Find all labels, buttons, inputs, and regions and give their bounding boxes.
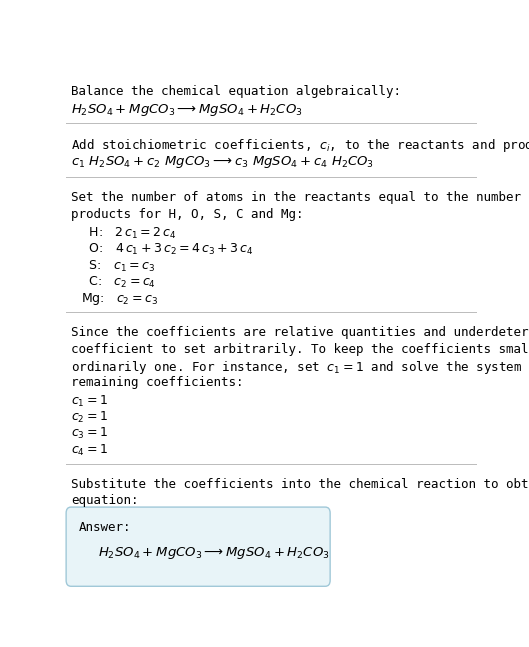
Text: H: $\ \ 2\,c_1 = 2\,c_4$: H: $\ \ 2\,c_1 = 2\,c_4$ (81, 226, 177, 241)
Text: Since the coefficients are relative quantities and underdetermined, choose a: Since the coefficients are relative quan… (71, 326, 529, 339)
Text: C: $\ \ c_2 = c_4$: C: $\ \ c_2 = c_4$ (81, 275, 156, 290)
Text: Balance the chemical equation algebraically:: Balance the chemical equation algebraica… (71, 85, 401, 98)
Text: coefficient to set arbitrarily. To keep the coefficients small, the arbitrary va: coefficient to set arbitrarily. To keep … (71, 343, 529, 356)
Text: $c_1\ H_2SO_4 + c_2\ MgCO_3 \longrightarrow c_3\ MgSO_4 + c_4\ H_2CO_3$: $c_1\ H_2SO_4 + c_2\ MgCO_3 \longrightar… (71, 154, 374, 170)
Text: O: $\ \ 4\,c_1 + 3\,c_2 = 4\,c_3 + 3\,c_4$: O: $\ \ 4\,c_1 + 3\,c_2 = 4\,c_3 + 3\,c_… (81, 242, 253, 257)
Text: S: $\ \ c_1 = c_3$: S: $\ \ c_1 = c_3$ (81, 259, 156, 274)
Text: $c_3 = 1$: $c_3 = 1$ (71, 426, 108, 441)
Text: Mg: $\ \ c_2 = c_3$: Mg: $\ \ c_2 = c_3$ (81, 291, 158, 307)
Text: remaining coefficients:: remaining coefficients: (71, 375, 243, 389)
Text: Set the number of atoms in the reactants equal to the number of atoms in the: Set the number of atoms in the reactants… (71, 192, 529, 204)
Text: Substitute the coefficients into the chemical reaction to obtain the balanced: Substitute the coefficients into the che… (71, 477, 529, 490)
Text: Add stoichiometric coefficients, $c_i$, to the reactants and products:: Add stoichiometric coefficients, $c_i$, … (71, 137, 529, 155)
Text: $H_2SO_4 + MgCO_3 \longrightarrow MgSO_4 + H_2CO_3$: $H_2SO_4 + MgCO_3 \longrightarrow MgSO_4… (98, 545, 330, 562)
Text: $c_2 = 1$: $c_2 = 1$ (71, 410, 108, 425)
Text: ordinarily one. For instance, set $c_1 = 1$ and solve the system of equations fo: ordinarily one. For instance, set $c_1 =… (71, 359, 529, 376)
Text: products for H, O, S, C and Mg:: products for H, O, S, C and Mg: (71, 208, 304, 221)
FancyBboxPatch shape (66, 507, 330, 586)
Text: $c_1 = 1$: $c_1 = 1$ (71, 393, 108, 409)
Text: equation:: equation: (71, 494, 139, 507)
Text: $c_4 = 1$: $c_4 = 1$ (71, 443, 108, 458)
Text: $H_2SO_4 + MgCO_3 \longrightarrow MgSO_4 + H_2CO_3$: $H_2SO_4 + MgCO_3 \longrightarrow MgSO_4… (71, 102, 303, 118)
Text: Answer:: Answer: (78, 521, 131, 534)
